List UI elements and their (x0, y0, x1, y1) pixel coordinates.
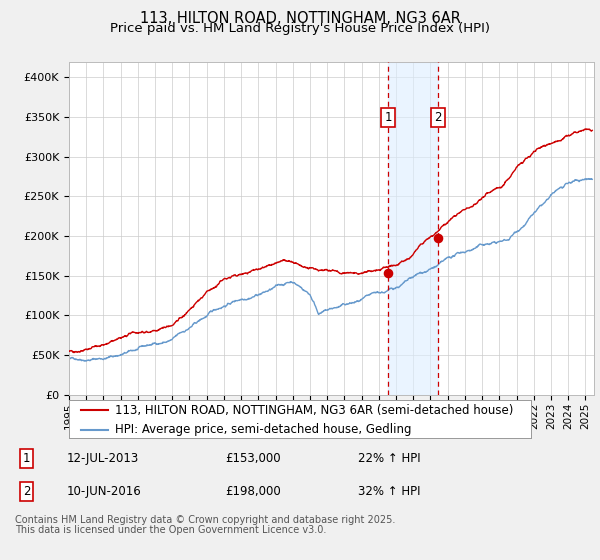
Text: 1: 1 (384, 111, 392, 124)
Point (383, 269, 393, 278)
Point (433, 234, 443, 242)
Text: HPI: Average price, semi-detached house, Gedling: HPI: Average price, semi-detached house,… (115, 423, 412, 436)
Text: 1: 1 (23, 452, 30, 465)
Bar (388, 62, 438, 395)
Text: Price paid vs. HM Land Registry's House Price Index (HPI): Price paid vs. HM Land Registry's House … (110, 22, 490, 35)
Text: This data is licensed under the Open Government Licence v3.0.: This data is licensed under the Open Gov… (15, 525, 326, 535)
Text: 32% ↑ HPI: 32% ↑ HPI (358, 485, 420, 498)
Text: £153,000: £153,000 (225, 452, 281, 465)
Text: 2: 2 (434, 111, 442, 124)
Text: 113, HILTON ROAD, NOTTINGHAM, NG3 6AR (semi-detached house): 113, HILTON ROAD, NOTTINGHAM, NG3 6AR (s… (115, 404, 514, 417)
Text: 2: 2 (23, 485, 30, 498)
Text: 10-JUN-2016: 10-JUN-2016 (67, 485, 142, 498)
Text: £198,000: £198,000 (225, 485, 281, 498)
Text: 12-JUL-2013: 12-JUL-2013 (67, 452, 139, 465)
Text: 113, HILTON ROAD, NOTTINGHAM, NG3 6AR: 113, HILTON ROAD, NOTTINGHAM, NG3 6AR (140, 11, 460, 26)
Text: 22% ↑ HPI: 22% ↑ HPI (358, 452, 420, 465)
Text: Contains HM Land Registry data © Crown copyright and database right 2025.: Contains HM Land Registry data © Crown c… (15, 515, 395, 525)
